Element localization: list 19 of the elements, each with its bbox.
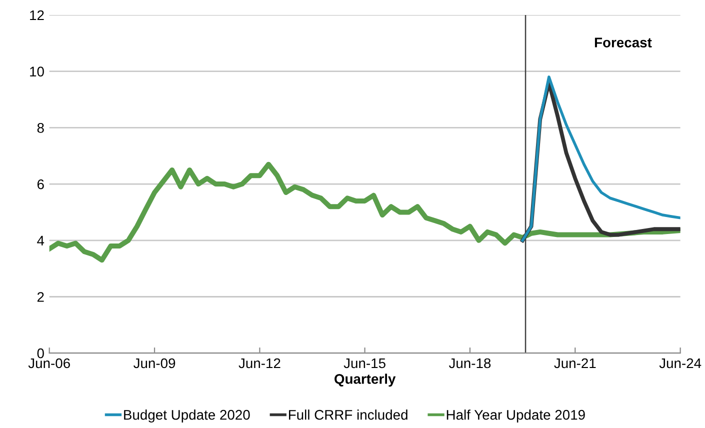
x-axis-title: Quarterly xyxy=(334,374,396,387)
x-tick-label: Jun-12 xyxy=(238,358,280,368)
annotation: Forecast xyxy=(594,38,652,48)
y-tick-label: 12 xyxy=(30,10,44,20)
x-tick-label: Jun-15 xyxy=(344,358,386,368)
x-tick-label: Jun-09 xyxy=(134,358,176,368)
y-tick-label: 8 xyxy=(37,123,44,133)
y-tick-label: 10 xyxy=(30,66,44,77)
y-tick-label: 4 xyxy=(37,236,44,246)
y-tick-label: 0 xyxy=(37,348,44,358)
legend-label: Half Year Update 2019 xyxy=(446,410,585,423)
legend-label: Budget Update 2020 xyxy=(124,410,250,423)
legend-label: Full CRRF included xyxy=(288,410,408,420)
y-tick-label: 2 xyxy=(37,292,44,302)
x-tick-label: Jun-24 xyxy=(659,358,702,368)
y-tick-label: 6 xyxy=(37,179,44,190)
x-tick-label: Jun-21 xyxy=(554,358,596,368)
x-tick-label: Jun-18 xyxy=(448,358,491,368)
x-tick-label: Jun-06 xyxy=(28,358,70,368)
